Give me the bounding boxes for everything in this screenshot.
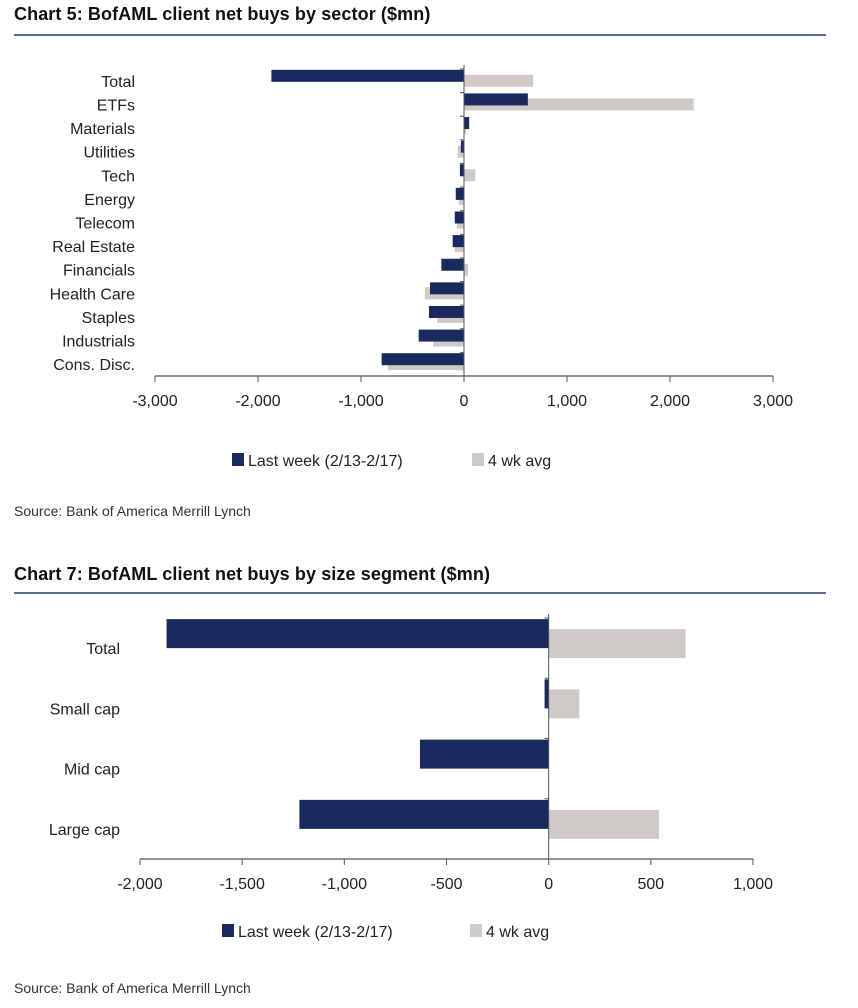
x-tick-label-3: -500	[430, 876, 462, 893]
x-tick-label-6: 1,000	[733, 876, 773, 893]
bar-last-week-8	[441, 258, 464, 271]
category-label-4: Tech	[101, 168, 135, 185]
x-tick-label-6: 3,000	[753, 393, 793, 410]
x-tick-label-5: 2,000	[650, 393, 690, 410]
bar-4wk-avg-1	[548, 689, 580, 719]
bar-last-week-5	[455, 187, 464, 200]
category-label-6: Telecom	[75, 216, 135, 233]
legend-swatch-last-week	[232, 453, 244, 466]
chart7-svg: Total Small cap Mid cap Large cap -2,000 -1,5…	[49, 614, 773, 941]
category-label-2: Materials	[70, 121, 135, 138]
bar-4wk-avg-4	[464, 169, 476, 182]
legend-label-last-week: Last week (2/13-2/17)	[248, 453, 403, 470]
x-tick-label-0: -2,000	[117, 876, 162, 893]
x-tick-label-0: -3,000	[132, 393, 177, 410]
bar-last-week-1	[464, 93, 528, 106]
bar-last-week-2	[464, 117, 470, 130]
bar-last-week-10	[428, 305, 464, 318]
category-label-0: Total	[101, 74, 135, 91]
x-tick-label-4: 1,000	[547, 393, 587, 410]
chart5-panel: Chart 5: BofAML client net buys by secto…	[14, 4, 826, 519]
chart7-source: Source: Bank of America Merrill Lynch	[14, 980, 251, 996]
category-label-1: ETFs	[97, 97, 135, 114]
bar-last-week-0	[166, 619, 549, 649]
category-label-3: Utilities	[83, 145, 135, 162]
legend-label-last-week: Last week (2/13-2/17)	[238, 924, 393, 941]
x-tick-label-4: 0	[544, 876, 553, 893]
bar-last-week-12	[381, 353, 464, 366]
bar-last-week-3	[299, 799, 549, 829]
category-label-0: Total	[86, 641, 120, 658]
category-label-9: Health Care	[50, 286, 135, 303]
category-label-1: Small cap	[50, 701, 120, 718]
x-tick-label-2: -1,000	[322, 876, 367, 893]
bar-last-week-9	[430, 282, 464, 295]
chart5-svg: Total ETFs Materials Utilities Tech Energy Tel…	[50, 65, 793, 470]
bar-last-week-0	[271, 69, 464, 82]
bar-4wk-avg-8	[464, 263, 469, 276]
chart5-title-rule	[14, 34, 826, 36]
bar-4wk-avg-0	[464, 74, 534, 87]
legend-swatch-4wk-avg	[470, 924, 482, 937]
chart5-title: Chart 5: BofAML client net buys by secto…	[14, 4, 431, 24]
legend-swatch-4wk-avg	[472, 453, 484, 466]
category-label-7: Real Estate	[52, 239, 135, 256]
bar-last-week-7	[452, 235, 464, 248]
bar-last-week-1	[544, 679, 549, 709]
category-label-8: Financials	[63, 263, 135, 280]
bar-last-week-3	[460, 140, 464, 153]
legend-label-4wk-avg: 4 wk avg	[486, 924, 549, 941]
legend-swatch-last-week	[222, 924, 234, 937]
bar-4wk-avg-0	[548, 629, 686, 659]
bar-last-week-4	[459, 164, 464, 177]
category-label-11: Industrials	[62, 334, 135, 351]
x-tick-label-2: -1,000	[338, 393, 383, 410]
bar-last-week-2	[419, 739, 549, 769]
category-label-3: Large cap	[49, 822, 120, 839]
category-label-5: Energy	[84, 192, 135, 209]
legend-label-4wk-avg: 4 wk avg	[488, 453, 551, 470]
category-label-2: Mid cap	[64, 762, 120, 779]
chart5-source: Source: Bank of America Merrill Lynch	[14, 503, 251, 519]
bar-last-week-6	[454, 211, 464, 224]
bar-4wk-avg-3	[548, 809, 660, 839]
bar-last-week-11	[418, 329, 464, 342]
category-label-12: Cons. Disc.	[53, 357, 135, 374]
x-tick-label-1: -1,500	[219, 876, 264, 893]
chart7-panel: Chart 7: BofAML client net buys by size …	[0, 560, 858, 1008]
x-tick-label-1: -2,000	[235, 393, 280, 410]
x-tick-label-3: 0	[460, 393, 469, 410]
x-tick-label-5: 500	[637, 876, 664, 893]
category-label-10: Staples	[82, 310, 135, 327]
chart7-title-rule	[14, 592, 826, 594]
chart7-title: Chart 7: BofAML client net buys by size …	[14, 564, 491, 584]
